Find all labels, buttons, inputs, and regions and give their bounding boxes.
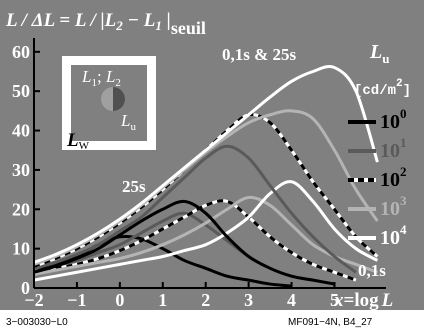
title-sub2: 2: [115, 18, 123, 33]
x-tick-label: 2: [201, 290, 210, 310]
inset-disc-right: [113, 87, 125, 111]
series-25s-4: [33, 180, 379, 282]
x-tick-label: 5: [330, 290, 339, 310]
legend-label-0: 100: [380, 106, 407, 133]
y-tick-label: 40: [12, 121, 30, 141]
legend-label-1: 101: [380, 135, 407, 162]
inset-label-lw: LW: [66, 130, 90, 152]
inset-label-lu: Lu: [120, 111, 136, 133]
y-tick-label: 60: [12, 42, 30, 62]
title-seuil: seuil: [171, 18, 206, 38]
series-01s-0: [33, 199, 335, 286]
x-tick-label: 4: [287, 290, 296, 310]
curves: [33, 64, 379, 288]
legend-label-3: 103: [380, 193, 407, 220]
y-tick-label: 10: [12, 239, 30, 259]
series-01s-1: [33, 144, 357, 274]
y-tick-label: 30: [12, 160, 30, 180]
footer-right: MF091−4N, B4_27: [288, 317, 373, 328]
series-25s-0: [33, 234, 292, 288]
label-01s: 0,1s: [358, 261, 386, 280]
legend-title: Lu: [369, 41, 389, 66]
series-01s-4: [33, 64, 379, 264]
series-25s-2-base: [33, 199, 357, 282]
series-01s-3: [33, 109, 379, 266]
x-tick-label: −2: [24, 290, 43, 310]
legend-unit: [cd/m2]: [354, 78, 411, 99]
x-tick-label: −1: [67, 290, 86, 310]
label-25s: 25s: [122, 177, 146, 196]
title-mid: − L: [123, 10, 156, 31]
y-tick-label: 20: [12, 199, 30, 219]
footer-left: 3−003030−L0: [6, 317, 68, 328]
y-tick-label: 50: [12, 81, 30, 101]
chart-title: L / ΔL = L / |L2 − L1 |seuil: [5, 10, 206, 38]
inset-label-l1-l2: L1; L2: [81, 67, 121, 89]
x-tick-label: 3: [244, 290, 253, 310]
legend-label-4: 104: [380, 222, 407, 249]
title-end: |: [162, 10, 171, 31]
top-annotation: 0,1s & 25s: [222, 45, 297, 64]
y-tick-label: 0: [21, 278, 30, 298]
x-tick-label: 1: [158, 290, 167, 310]
title-sub1: 1: [155, 18, 162, 33]
x-axis-label: x=log L: [333, 290, 393, 311]
inset-diagram: L1; L2 Lu LW: [62, 56, 156, 152]
legend-label-2: 102: [380, 164, 407, 191]
series-25s-3: [33, 195, 378, 276]
x-tick-label: 0: [115, 290, 124, 310]
title-main: L / ΔL = L / |L: [5, 10, 116, 31]
